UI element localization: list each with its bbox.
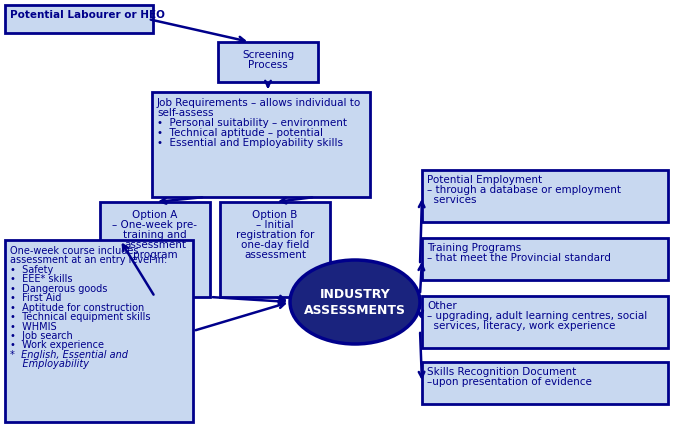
Text: program: program <box>132 251 177 260</box>
Text: services, literacy, work experience: services, literacy, work experience <box>427 321 615 331</box>
Text: – upgrading, adult learning centres, social: – upgrading, adult learning centres, soc… <box>427 311 647 321</box>
Text: Option A: Option A <box>132 210 178 220</box>
Text: Potential Labourer or HEO: Potential Labourer or HEO <box>10 10 165 20</box>
Text: – One-week pre-: – One-week pre- <box>112 220 197 230</box>
Text: Skills Recognition Document: Skills Recognition Document <box>427 367 576 377</box>
Bar <box>5 240 193 422</box>
Text: •  Safety: • Safety <box>10 265 53 275</box>
Text: Potential Employment: Potential Employment <box>427 175 542 185</box>
Text: •  Work experience: • Work experience <box>10 340 104 350</box>
Text: self-assess: self-assess <box>157 108 214 118</box>
Text: *  English, Essential and: * English, Essential and <box>10 350 128 360</box>
Text: assessment at an entry level in:: assessment at an entry level in: <box>10 255 167 265</box>
Bar <box>218 42 318 82</box>
Bar <box>422 170 668 222</box>
Bar <box>220 202 330 297</box>
Text: services: services <box>427 195 477 205</box>
Text: assessment: assessment <box>244 251 306 260</box>
Text: INDUSTRY: INDUSTRY <box>320 288 390 301</box>
Text: – through a database or employment: – through a database or employment <box>427 185 621 195</box>
Text: •  Job search: • Job search <box>10 331 73 341</box>
Text: Employability: Employability <box>10 359 89 369</box>
Text: One-week course includes: One-week course includes <box>10 246 139 256</box>
Text: •  Technical aptitude – potential: • Technical aptitude – potential <box>157 128 323 138</box>
Text: Screening: Screening <box>242 50 294 60</box>
Ellipse shape <box>290 260 420 344</box>
Text: –upon presentation of evidence: –upon presentation of evidence <box>427 377 592 387</box>
Text: – that meet the Provincial standard: – that meet the Provincial standard <box>427 253 611 263</box>
Text: •  Dangerous goods: • Dangerous goods <box>10 284 107 294</box>
Bar <box>152 92 370 197</box>
Text: one-day field: one-day field <box>241 240 309 251</box>
Text: Option B: Option B <box>252 210 297 220</box>
Text: – Initial: – Initial <box>256 220 294 230</box>
Text: Training Programs: Training Programs <box>427 243 521 253</box>
Bar <box>422 238 668 280</box>
Text: •  EEE* skills: • EEE* skills <box>10 274 72 284</box>
Text: registration for: registration for <box>236 230 314 240</box>
Text: training and: training and <box>123 230 187 240</box>
Text: Process: Process <box>248 60 288 70</box>
Text: •  Technical equipment skills: • Technical equipment skills <box>10 312 151 322</box>
Text: Job Requirements – allows individual to: Job Requirements – allows individual to <box>157 98 361 108</box>
Bar <box>100 202 210 297</box>
Bar <box>422 362 668 404</box>
Bar <box>5 5 153 33</box>
Bar <box>422 296 668 348</box>
Text: •  WHMIS: • WHMIS <box>10 321 57 332</box>
Text: assessment: assessment <box>124 240 186 251</box>
Text: •  Essential and Employability skills: • Essential and Employability skills <box>157 139 343 149</box>
Text: •  Personal suitability – environment: • Personal suitability – environment <box>157 118 347 128</box>
Text: •  Aptitude for construction: • Aptitude for construction <box>10 303 144 313</box>
Text: •  First Aid: • First Aid <box>10 293 62 303</box>
Text: Other: Other <box>427 301 457 311</box>
Text: ASSESSMENTS: ASSESSMENTS <box>304 304 406 317</box>
